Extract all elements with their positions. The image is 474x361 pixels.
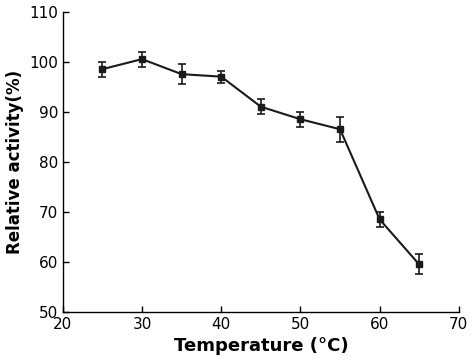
X-axis label: Temperature (°C): Temperature (°C): [173, 338, 348, 356]
Y-axis label: Relative activity(%): Relative activity(%): [6, 70, 24, 254]
